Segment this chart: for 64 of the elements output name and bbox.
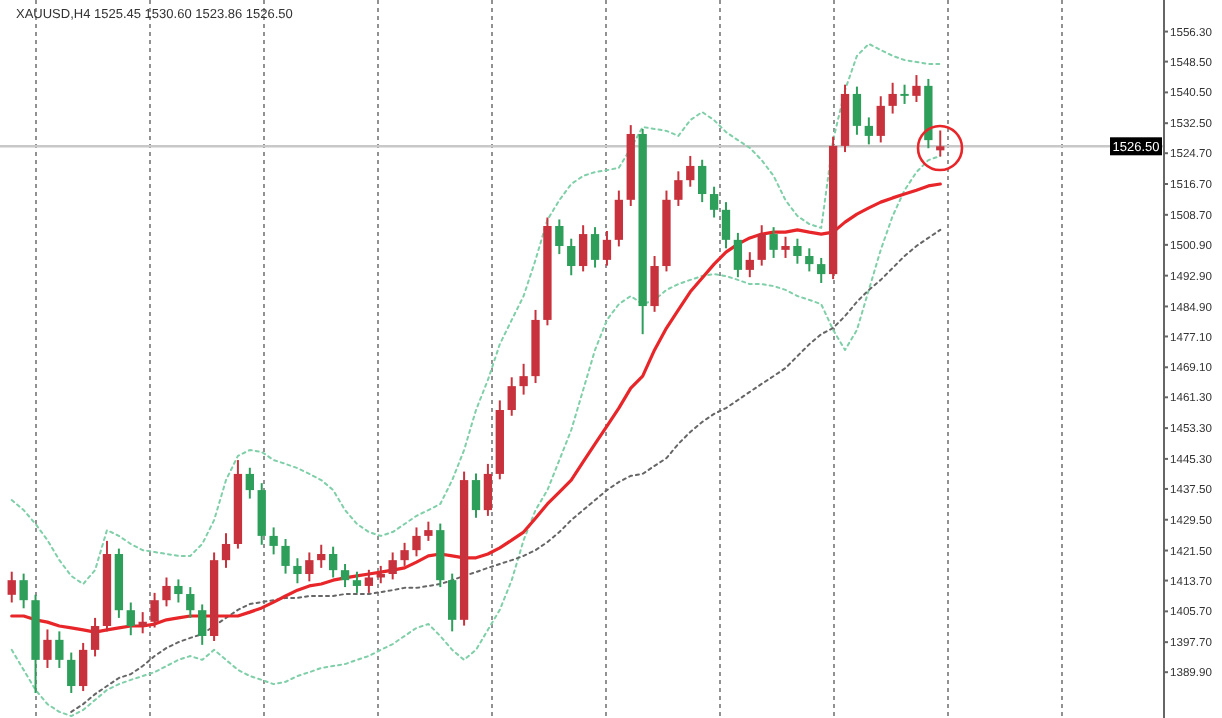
line-series (10, 42, 942, 586)
candlestick (864, 116, 873, 146)
candlestick (781, 235, 790, 259)
candlestick (448, 572, 457, 633)
candlestick (650, 255, 659, 313)
candlestick (424, 520, 433, 542)
candlestick (138, 611, 147, 635)
candlestick (174, 578, 183, 604)
candlestick (793, 237, 802, 265)
candlestick (352, 570, 362, 594)
candlestick (257, 482, 266, 546)
candlestick (578, 224, 588, 273)
line-series (70, 228, 942, 713)
candlestick (43, 628, 52, 669)
candlestick (19, 572, 28, 610)
candlestick (888, 81, 897, 115)
candlestick (79, 641, 88, 693)
candlestick (686, 154, 695, 188)
candlestick (757, 224, 766, 267)
candlestick (912, 74, 921, 104)
candlestick (900, 83, 909, 105)
candlestick (90, 616, 100, 658)
candlestick (7, 570, 16, 604)
candlestick (471, 472, 481, 519)
candlestick (507, 376, 516, 417)
candlestick (293, 557, 302, 585)
candlestick (614, 189, 624, 248)
candlestick (186, 586, 195, 619)
candlestick (221, 532, 231, 569)
candlestick (876, 95, 885, 144)
candlestick (936, 129, 945, 158)
candlestick (555, 218, 564, 256)
candlestick (733, 231, 743, 279)
candlestick (364, 568, 374, 594)
candlestick (852, 85, 862, 136)
candlestick (198, 603, 207, 646)
candlestick (721, 201, 731, 250)
candlestick (328, 545, 338, 579)
candlestick (745, 251, 754, 279)
candlestick (67, 651, 76, 694)
candlestick (400, 541, 409, 567)
candlestick (698, 158, 707, 204)
candlestick (162, 576, 171, 608)
candlestick (805, 247, 814, 273)
candlestick (305, 551, 314, 583)
candlestick (709, 185, 719, 219)
candlestick (769, 226, 778, 259)
candlestick (388, 551, 397, 581)
candlestick (817, 256, 826, 284)
candlestick (412, 526, 421, 558)
candlestick (269, 526, 278, 556)
candlestick (519, 362, 528, 396)
candlestick (602, 229, 612, 267)
candlestick (567, 237, 576, 277)
candlestick (317, 543, 326, 569)
candlestick (674, 170, 683, 207)
candlestick (590, 226, 600, 269)
candlestick (245, 466, 254, 500)
candlestick (126, 601, 135, 637)
candlestick (150, 591, 159, 629)
candlestick (281, 537, 290, 575)
candlestick (55, 630, 64, 669)
candlestick (340, 563, 350, 589)
candlestick (483, 462, 493, 517)
